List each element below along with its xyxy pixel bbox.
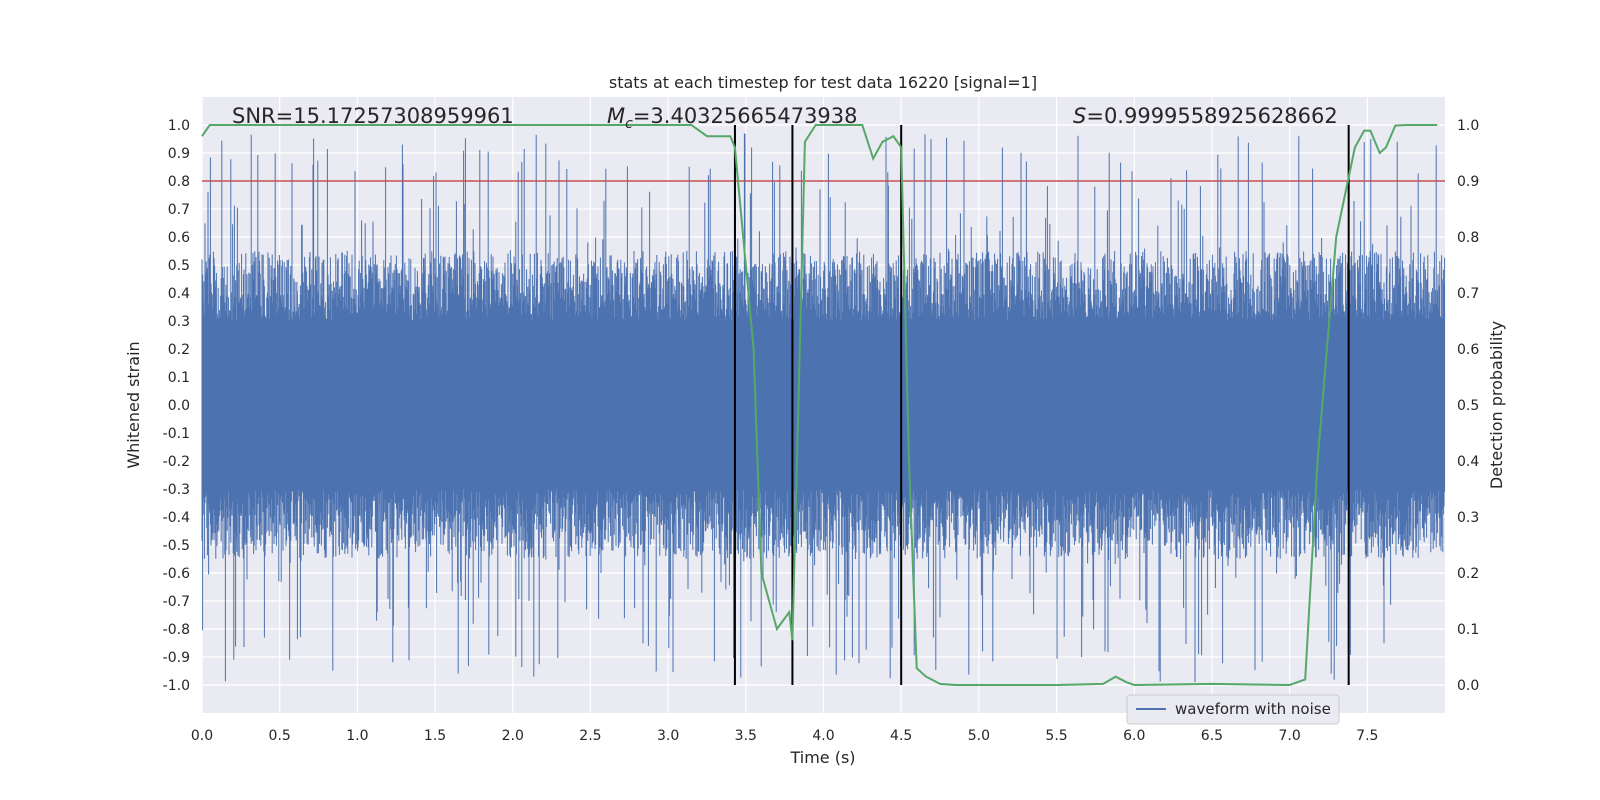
chirp-mass-value: =3.40325665473938 <box>633 104 858 128</box>
x-tick-label: 4.0 <box>812 728 834 744</box>
y-tick-label: 0.7 <box>168 202 190 218</box>
x-tick-label: 0.5 <box>269 728 291 744</box>
chirp-mass-subscript: c <box>625 116 633 132</box>
y2-axis-label: Detection probability <box>1487 321 1506 489</box>
chart-title: stats at each timestep for test data 162… <box>609 73 1037 92</box>
y2-tick-label: 0.2 <box>1457 566 1479 582</box>
y2-tick-label: 0.6 <box>1457 342 1479 358</box>
chirp-mass-symbol: M <box>607 104 625 128</box>
x-tick-label: 1.5 <box>424 728 446 744</box>
y2-tick-label: 0.5 <box>1457 398 1479 414</box>
y-tick-label: 0.8 <box>168 174 190 190</box>
event-markers <box>733 125 1350 685</box>
y-tick-label: 0.9 <box>168 146 190 162</box>
x-tick-label: 5.0 <box>968 728 990 744</box>
y-tick-label: -0.4 <box>163 510 190 526</box>
y-tick-label: -0.7 <box>163 594 190 610</box>
y-tick-label: 0.5 <box>168 258 190 274</box>
legend: waveform with noise <box>1126 694 1340 725</box>
y2-tick-label: 0.7 <box>1457 286 1479 302</box>
x-tick-label: 2.5 <box>579 728 601 744</box>
y-tick-label: -0.8 <box>163 622 190 638</box>
y-tick-label: -1.0 <box>163 678 190 694</box>
y-tick-label: 0.4 <box>168 286 190 302</box>
waveform-series <box>201 131 1446 683</box>
y-tick-label: -0.9 <box>163 650 190 666</box>
x-tick-label: 2.0 <box>502 728 524 744</box>
y2-tick-label: 0.3 <box>1457 510 1479 526</box>
x-tick-label: 0.0 <box>191 728 213 744</box>
x-tick-label: 3.5 <box>735 728 757 744</box>
x-tick-label: 7.5 <box>1356 728 1378 744</box>
y-tick-label: 0.6 <box>168 230 190 246</box>
legend-label: waveform with noise <box>1175 700 1331 718</box>
y2-tick-label: 0.0 <box>1457 678 1479 694</box>
y-tick-label: -0.1 <box>163 426 190 442</box>
x-tick-label: 6.0 <box>1123 728 1145 744</box>
y2-tick-label: 0.4 <box>1457 454 1479 470</box>
y-tick-label: -0.6 <box>163 566 190 582</box>
y2-tick-label: 1.0 <box>1457 118 1479 134</box>
detection-probability-series <box>201 124 1438 687</box>
score-symbol: S <box>1073 104 1086 128</box>
legend-box <box>1126 694 1340 725</box>
x-tick-label: 7.0 <box>1278 728 1300 744</box>
score-annotation: S=0.9999558925628662 <box>1073 104 1338 128</box>
y-tick-label: 1.0 <box>168 118 190 134</box>
chirp-mass-annotation: Mc=3.40325665473938 <box>607 104 858 132</box>
y2-tick-labels: 1.0 0.9 0.8 0.7 0.6 0.5 0.4 0.3 0.2 0.1 0.0 <box>1457 118 1479 694</box>
y-tick-label: 0.3 <box>168 314 190 330</box>
y2-tick-label: 0.1 <box>1457 622 1479 638</box>
x-axis-label: Time (s) <box>789 748 855 767</box>
y-tick-label: -0.3 <box>163 482 190 498</box>
x-tick-label: 5.5 <box>1045 728 1067 744</box>
snr-annotation: SNR=15.17257308959961 <box>232 104 514 128</box>
x-tick-labels: 0.0 0.5 1.0 1.5 2.0 2.5 3.0 3.5 4.0 4.5 5.0 5.5 6.0 6… <box>191 728 1379 744</box>
y-tick-label: -0.2 <box>163 454 190 470</box>
y-axis-label: Whitened strain <box>124 341 143 468</box>
y-tick-labels: 1.0 0.9 0.8 0.7 0.6 0.5 0.4 0.3 0.2 0.1 0.0 -0.1 -0.… <box>163 118 190 694</box>
x-tick-label: 1.0 <box>346 728 368 744</box>
y-tick-label: 0.0 <box>168 398 190 414</box>
x-tick-label: 4.5 <box>890 728 912 744</box>
x-tick-label: 3.0 <box>657 728 679 744</box>
y-tick-label: 0.1 <box>168 370 190 386</box>
y2-tick-label: 0.9 <box>1457 174 1479 190</box>
y2-tick-label: 0.8 <box>1457 230 1479 246</box>
x-tick-label: 6.5 <box>1201 728 1223 744</box>
score-value: =0.9999558925628662 <box>1086 104 1337 128</box>
y-tick-label: 0.2 <box>168 342 190 358</box>
y-tick-label: -0.5 <box>163 538 190 554</box>
